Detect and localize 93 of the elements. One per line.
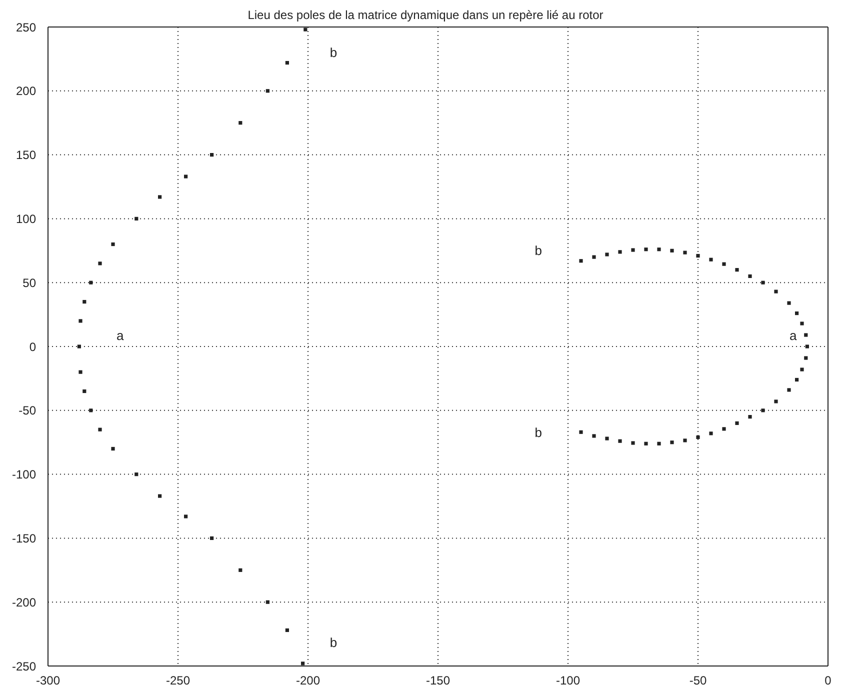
y-tick-label: -150 [12, 531, 36, 546]
point [184, 174, 188, 178]
point [285, 628, 289, 632]
x-tick-label: 0 [824, 674, 832, 688]
point [774, 400, 778, 404]
point [266, 89, 270, 93]
point [134, 472, 138, 476]
point [795, 311, 799, 316]
point [238, 121, 242, 125]
y-tick-label: 100 [16, 212, 36, 226]
annotation: b [330, 44, 338, 61]
x-tick-label: -150 [426, 674, 450, 688]
point [804, 333, 808, 337]
x-tick-label: -100 [556, 674, 580, 688]
point [748, 274, 752, 278]
point [709, 258, 713, 262]
point [111, 446, 115, 451]
x-tick-label: -250 [166, 674, 190, 688]
point [735, 268, 739, 272]
point [579, 430, 583, 434]
point [98, 262, 102, 266]
y-tick-label: -50 [18, 404, 36, 418]
point [787, 388, 791, 392]
y-tick-label: -100 [12, 468, 36, 482]
annotation: b [534, 242, 542, 259]
point [696, 254, 700, 258]
point [774, 290, 778, 294]
point [683, 438, 687, 442]
y-tick-label: -250 [12, 659, 36, 674]
y-tick-label: 250 [16, 20, 36, 34]
y-tick-label: 50 [22, 276, 36, 290]
point [184, 514, 188, 518]
point [285, 60, 289, 65]
point [592, 255, 596, 259]
annotation: a [790, 328, 797, 344]
y-tick-label: 150 [16, 148, 36, 162]
point [670, 440, 674, 444]
y-tick-label: -200 [12, 595, 36, 610]
point [748, 414, 752, 419]
point [644, 248, 648, 252]
point [631, 248, 635, 252]
point [111, 242, 115, 246]
point [605, 436, 609, 440]
point [618, 250, 622, 254]
point [618, 439, 622, 443]
point [644, 442, 648, 446]
point [805, 344, 809, 348]
x-tick-label: -300 [36, 674, 60, 688]
point [301, 662, 305, 666]
point [592, 434, 596, 438]
point [722, 262, 726, 266]
point [82, 389, 86, 394]
point [210, 153, 214, 157]
point [238, 568, 242, 572]
point [696, 435, 700, 440]
annotation: b [534, 425, 542, 442]
point [804, 356, 808, 360]
point [722, 427, 726, 431]
point [98, 428, 102, 432]
x-tick-label: -200 [296, 674, 320, 688]
point [735, 421, 739, 425]
point [82, 300, 86, 304]
point [158, 494, 162, 498]
point [158, 195, 162, 199]
annotation: a [116, 328, 124, 344]
point [78, 370, 82, 374]
point [89, 280, 93, 284]
point [210, 536, 214, 540]
point [134, 216, 138, 220]
point [579, 259, 583, 263]
chart-title: Lieu des poles de la matrice dynamique dans un repère lié au rotor [246, 8, 604, 22]
point [631, 441, 635, 445]
point [670, 248, 674, 252]
point [761, 408, 765, 412]
point [800, 368, 804, 372]
annotation: b [330, 634, 338, 651]
point [709, 432, 713, 436]
x-tick-label: -50 [689, 674, 707, 688]
y-tick-label: 0 [29, 340, 36, 354]
point [795, 378, 799, 382]
point [800, 322, 804, 326]
point [266, 600, 270, 604]
y-tick-label: 200 [16, 84, 36, 98]
point [77, 344, 81, 348]
point [761, 280, 765, 284]
point [304, 28, 308, 32]
point [657, 248, 661, 252]
point [787, 301, 791, 305]
point [657, 442, 661, 446]
point [89, 408, 93, 412]
point [683, 250, 687, 254]
point [605, 252, 609, 256]
point [78, 319, 82, 323]
